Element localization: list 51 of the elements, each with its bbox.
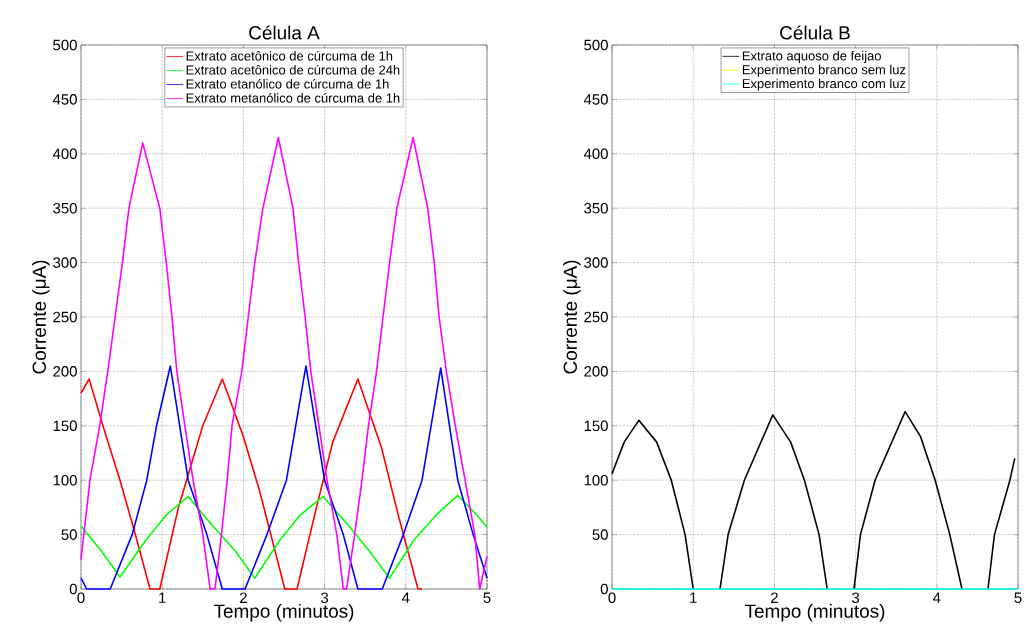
y-tick-label: 450 xyxy=(583,94,608,105)
x-axis-title: Tempo (minutos) xyxy=(213,603,354,622)
x-tick-label: 3 xyxy=(321,592,329,604)
y-tick-label: 500 xyxy=(53,39,77,51)
y-tick-label: 300 xyxy=(584,257,608,268)
y-tick-label: 350 xyxy=(53,202,77,214)
y-tick-label: 400 xyxy=(583,148,608,160)
y-axis-title: Corrente (μA) xyxy=(32,260,50,374)
legend-label: Extrato etanólico de cúrcuma de 1h xyxy=(186,78,389,89)
y-tick-label: 50 xyxy=(592,529,608,540)
y-tick-label: 500 xyxy=(584,39,608,51)
y-tick-label: 0 xyxy=(69,583,77,595)
y-tick-label: 250 xyxy=(53,311,77,323)
legend-label: Extrato acetônico de cúrcuma de 1h xyxy=(186,50,393,61)
x-tick-label: 3 xyxy=(852,592,860,604)
line-series xyxy=(80,136,488,590)
y-tick-label: 300 xyxy=(53,257,77,268)
y-tick-label: 100 xyxy=(53,474,77,486)
x-tick-label: 1 xyxy=(159,592,166,603)
x-axis-title: Tempo (minutos) xyxy=(744,603,885,622)
x-tick-label: 0 xyxy=(77,592,85,604)
y-tick-label: 150 xyxy=(53,420,77,432)
chart-title: Célula B xyxy=(780,25,850,40)
legend-label: Extrato aquoso de feijao xyxy=(742,50,881,63)
x-tick-label: 0 xyxy=(608,592,616,604)
y-tick-label: 450 xyxy=(52,94,77,105)
x-tick-label: 2 xyxy=(240,592,247,603)
line-series xyxy=(80,494,488,579)
y-tick-label: 200 xyxy=(584,366,608,377)
line-series xyxy=(80,365,488,590)
y-tick-label: 250 xyxy=(584,311,608,323)
x-tick-label: 2 xyxy=(771,592,778,603)
x-tick-label: 5 xyxy=(1014,592,1022,603)
y-tick-label: 0 xyxy=(600,583,608,595)
line-series xyxy=(80,378,423,590)
x-tick-label: 4 xyxy=(933,592,941,603)
y-tick-label: 200 xyxy=(53,366,77,377)
y-tick-label: 350 xyxy=(584,202,608,214)
y-axis-title: Corrente (μA) xyxy=(563,260,581,374)
legend-label: Experimento branco sem luz xyxy=(742,64,906,77)
legend-label: Extrato metanólico de cúrcuma de 1h xyxy=(186,92,400,103)
y-tick-label: 150 xyxy=(584,420,608,432)
x-tick-label: 5 xyxy=(483,592,491,603)
legend-label: Extrato acetônico de cúrcuma de 24h xyxy=(186,64,400,75)
legend-label: Experimento branco com luz xyxy=(742,78,906,91)
x-tick-label: 1 xyxy=(690,592,697,603)
y-tick-label: 100 xyxy=(584,474,608,486)
y-tick-label: 50 xyxy=(61,529,77,540)
x-tick-label: 4 xyxy=(401,592,410,603)
y-tick-label: 400 xyxy=(52,148,77,160)
chart-title: Célula A xyxy=(249,25,320,40)
